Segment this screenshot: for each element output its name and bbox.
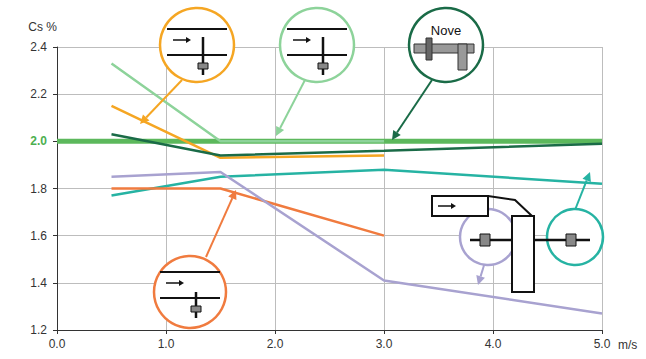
svg-text:1.2: 1.2 bbox=[30, 323, 47, 337]
svg-text:2.2: 2.2 bbox=[30, 87, 47, 101]
svg-text:1.8: 1.8 bbox=[30, 182, 47, 196]
svg-text:2.0: 2.0 bbox=[30, 134, 47, 148]
svg-text:1.4: 1.4 bbox=[30, 276, 47, 290]
svg-text:4.0: 4.0 bbox=[485, 337, 502, 351]
svg-text:2.0: 2.0 bbox=[267, 337, 284, 351]
svg-text:0.0: 0.0 bbox=[49, 337, 66, 351]
svg-text:2.4: 2.4 bbox=[30, 40, 47, 54]
svg-text:Cs %: Cs % bbox=[28, 20, 57, 34]
svg-text:1.6: 1.6 bbox=[30, 229, 47, 243]
svg-text:3.0: 3.0 bbox=[376, 337, 393, 351]
svg-text:Nove: Nove bbox=[431, 23, 461, 38]
svg-text:1.0: 1.0 bbox=[158, 337, 175, 351]
svg-text:5.0: 5.0 bbox=[594, 337, 611, 351]
svg-text:m/s: m/s bbox=[618, 338, 637, 352]
